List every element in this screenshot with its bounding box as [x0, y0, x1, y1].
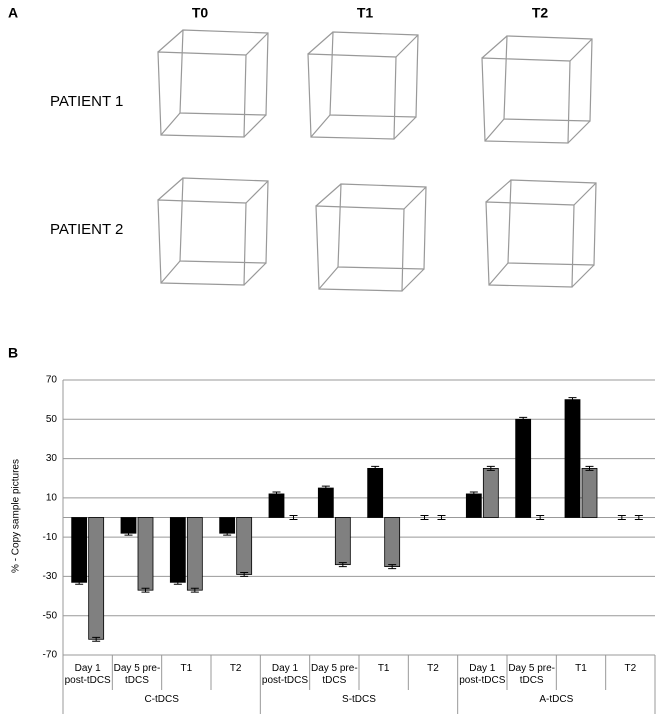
error-bar	[617, 515, 626, 520]
bar	[482, 467, 499, 518]
group-label: C-tDCS	[144, 694, 179, 705]
cube-drawings	[157, 29, 597, 292]
panel-label: A	[8, 5, 18, 21]
error-bar	[420, 515, 429, 520]
bar	[317, 487, 334, 518]
error-bar	[371, 465, 380, 471]
x-tick-label: T1	[180, 663, 193, 674]
y-tick-label: 10	[46, 492, 58, 503]
x-tick-label: T1	[575, 663, 587, 674]
bar	[334, 517, 351, 566]
column-label: T2	[532, 5, 549, 21]
x-tick-label: Day 1 post-tDCS	[261, 663, 309, 686]
bar	[137, 517, 154, 591]
error-bar	[173, 579, 182, 585]
error-bar	[141, 587, 150, 593]
group-label: S-tDCS	[342, 694, 376, 705]
error-bar	[388, 564, 397, 570]
x-tick-label: T2	[427, 663, 439, 674]
error-bar	[338, 562, 347, 568]
error-bar	[536, 515, 545, 520]
error-bar	[223, 530, 232, 536]
bar	[581, 467, 598, 518]
error-bar	[92, 636, 101, 642]
error-bar	[486, 465, 495, 471]
x-tick-label: T2	[624, 663, 637, 674]
bar	[236, 517, 253, 575]
y-tick-label: -50	[43, 610, 58, 621]
error-bar	[634, 515, 643, 520]
column-label: T0	[192, 5, 209, 21]
error-bar	[289, 515, 298, 520]
bar	[88, 517, 105, 640]
group-label: A-tDCS	[539, 694, 574, 705]
error-bar	[585, 465, 594, 471]
bar	[186, 517, 203, 591]
bar	[384, 517, 401, 568]
error-bar	[437, 515, 446, 520]
bar	[465, 493, 482, 518]
bar	[71, 517, 88, 583]
error-bar	[568, 397, 577, 403]
bar	[268, 493, 285, 518]
y-axis-label: % - Copy sample pictures	[11, 459, 22, 573]
error-bar	[240, 572, 249, 577]
panel-label: B	[8, 345, 18, 361]
bar	[169, 517, 186, 583]
error-bar	[75, 579, 84, 585]
x-tick-label: Day 1 post-tDCS	[459, 663, 506, 686]
x-tick-label: Day 1 post-tDCS	[64, 663, 111, 686]
column-label: T1	[357, 5, 374, 21]
error-bar	[272, 491, 281, 497]
y-tick-label: -70	[43, 650, 58, 661]
x-tick-label: Day 5 pre-tDCS	[113, 663, 161, 686]
y-tick-label: 30	[46, 453, 58, 464]
error-bar	[469, 491, 478, 497]
error-bar	[321, 485, 330, 491]
bar	[515, 418, 532, 518]
x-tick-label: T1	[377, 663, 390, 674]
x-tick-label: Day 5 pre-tDCS	[310, 663, 358, 686]
error-bar	[190, 587, 199, 593]
row-label: PATIENT 2	[50, 221, 123, 238]
error-bar	[519, 416, 528, 422]
x-tick-label: T2	[229, 663, 242, 674]
x-tick-label: Day 5 pre-tDCS	[508, 663, 555, 686]
bar	[367, 467, 384, 518]
y-tick-label: 70	[46, 375, 58, 386]
bar	[564, 399, 581, 518]
row-label: PATIENT 1	[50, 93, 123, 110]
y-tick-label: -30	[43, 571, 58, 582]
error-bar	[124, 530, 133, 536]
y-tick-label: 50	[46, 414, 58, 425]
y-tick-label: -10	[43, 532, 58, 543]
